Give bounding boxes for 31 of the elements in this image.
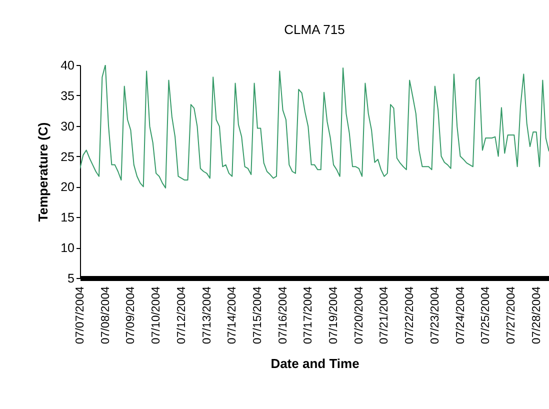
x-tick-label: 07/27/2004 (505, 286, 518, 344)
line-series (80, 65, 549, 188)
x-tick-label: 07/14/2004 (226, 286, 239, 344)
x-tick-label: 07/15/2004 (252, 286, 264, 344)
y-tick-label: 20 (60, 180, 75, 194)
x-tick-label: 07/09/2004 (125, 286, 138, 344)
x-tick-label: 07/24/2004 (454, 286, 467, 344)
x-tick-label: 07/13/2004 (201, 286, 214, 344)
y-tick-label: 35 (60, 88, 75, 103)
x-tick-label: 07/19/2004 (328, 286, 340, 344)
x-tick-label: 07/08/2004 (100, 286, 112, 344)
x-tick-label: 07/12/2004 (176, 286, 188, 344)
y-tick-label: 5 (68, 272, 75, 286)
x-tick-label: 07/25/2004 (480, 286, 492, 344)
y-tick-label: 25 (60, 150, 75, 164)
x-tick-label: 07/22/2004 (404, 286, 416, 344)
y-tick-label: 15 (60, 210, 75, 225)
x-tick-label: 07/20/2004 (353, 286, 366, 344)
chart-title: CLMA 715 (284, 22, 345, 37)
x-tick-label: 07/16/2004 (277, 286, 290, 344)
x-tick-label: 07/28/2004 (530, 286, 543, 344)
x-tick-label: 07/23/2004 (429, 286, 442, 344)
x-tick-label: 07/17/2004 (302, 286, 315, 344)
y-axis-title: Temperature (C) (36, 122, 51, 222)
y-tick-label: 30 (60, 119, 75, 134)
y-tick-label: 40 (60, 58, 75, 72)
x-tick-label: 07/21/2004 (378, 286, 391, 344)
x-tick-label: 07/07/2004 (74, 286, 86, 344)
y-tick-label: 10 (60, 241, 75, 256)
x-axis-title: Date and Time (270, 356, 360, 372)
x-tick-label: 07/10/2004 (150, 286, 163, 344)
